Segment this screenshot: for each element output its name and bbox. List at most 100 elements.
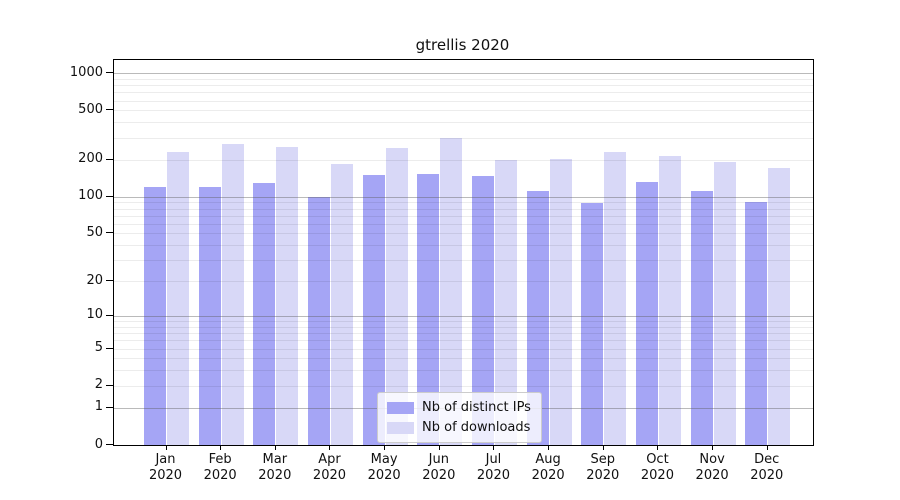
y-tick-label-50: 50	[86, 224, 103, 240]
gridline-minor-60	[114, 223, 813, 225]
y-tick-label-0: 0	[94, 436, 103, 452]
y-tick-0	[106, 444, 113, 445]
gridline-minor-90	[114, 202, 813, 204]
gridline-minor-80	[114, 208, 813, 210]
gridline-minor-600	[114, 100, 813, 102]
legend-label-distinct-ips: Nb of distinct IPs	[422, 400, 531, 415]
bar-distinct-ips-oct-2020	[635, 181, 658, 445]
y-tick-100	[106, 195, 113, 197]
y-tick-200	[106, 158, 113, 160]
y-tick-label-2: 2	[94, 377, 103, 393]
y-tick-5	[106, 347, 113, 349]
y-tick-label-1000: 1000	[69, 64, 103, 80]
legend: Nb of distinct IPs Nb of downloads	[377, 392, 542, 443]
gridline-minor-6	[114, 340, 813, 342]
x-tick-label-jan-2020: Jan 2020	[148, 452, 183, 483]
bar-distinct-ips-jun-2020	[417, 174, 440, 445]
x-tick-jan	[165, 445, 167, 450]
x-tick-dec	[766, 445, 768, 450]
bar-downloads-jul-2020	[494, 159, 517, 445]
gridline-minor-40	[114, 245, 813, 247]
gridline-major-10	[114, 315, 813, 317]
legend-label-downloads: Nb of downloads	[422, 420, 531, 435]
x-tick-label-apr-2020: Apr 2020	[312, 452, 347, 483]
y-tick-1	[106, 406, 113, 408]
gridline-minor-7	[114, 333, 813, 335]
legend-item-downloads: Nb of downloads	[387, 420, 531, 435]
x-tick-jun	[438, 445, 440, 450]
gridline-minor-400	[114, 122, 813, 124]
bar-distinct-ips-sep-2020	[581, 202, 604, 445]
y-tick-500	[106, 109, 113, 111]
x-tick-label-dec-2020: Dec 2020	[750, 452, 784, 483]
bar-downloads-apr-2020	[330, 163, 353, 445]
y-tick-20	[106, 280, 113, 282]
bar-distinct-ips-jul-2020	[471, 176, 494, 445]
x-tick-label-sep-2020: Sep 2020	[586, 452, 620, 483]
y-tick-label-100: 100	[78, 188, 103, 204]
x-tick-jul	[493, 445, 495, 450]
x-tick-label-nov-2020: Nov 2020	[695, 452, 729, 483]
bar-downloads-feb-2020	[221, 143, 244, 445]
y-tick-label-5: 5	[94, 340, 103, 356]
gridline-minor-3	[114, 370, 813, 372]
x-tick-label-oct-2020: Oct 2020	[640, 452, 674, 483]
bar-downloads-mar-2020	[276, 147, 299, 445]
bar-downloads-sep-2020	[604, 151, 627, 445]
bar-downloads-oct-2020	[658, 155, 681, 445]
gridline-minor-30	[114, 260, 813, 262]
y-tick-1000	[106, 72, 113, 74]
plot-area	[113, 59, 814, 446]
bar-downloads-nov-2020	[713, 161, 736, 445]
legend-swatch-distinct-ips	[387, 401, 414, 414]
x-tick-label-aug-2020: Aug 2020	[531, 452, 565, 483]
bar-distinct-ips-apr-2020	[307, 196, 330, 445]
gridline-minor-8	[114, 326, 813, 328]
bar-downloads-aug-2020	[549, 158, 572, 445]
gridline-minor-300	[114, 137, 813, 139]
x-tick-may	[384, 445, 386, 450]
bar-distinct-ips-mar-2020	[253, 182, 276, 445]
bar-distinct-ips-nov-2020	[690, 191, 713, 445]
bar-distinct-ips-aug-2020	[526, 191, 549, 445]
x-tick-label-jun-2020: Jun 2020	[422, 452, 456, 483]
gridline-minor-4	[114, 358, 813, 360]
bar-distinct-ips-jan-2020	[144, 186, 166, 445]
gridline-minor-900	[114, 78, 813, 80]
chart-title: gtrellis 2020	[415, 36, 510, 54]
legend-item-distinct-ips: Nb of distinct IPs	[387, 400, 531, 415]
x-tick-nov	[712, 445, 714, 450]
y-tick-label-10: 10	[86, 307, 103, 323]
y-tick-10	[106, 314, 113, 316]
bar-downloads-may-2020	[385, 148, 408, 445]
bar-distinct-ips-dec-2020	[745, 201, 768, 445]
gridline-minor-200	[114, 159, 813, 161]
gridline-minor-800	[114, 85, 813, 87]
bar-distinct-ips-may-2020	[362, 174, 385, 445]
gridline-minor-5	[114, 348, 813, 350]
x-tick-sep	[602, 445, 604, 450]
y-tick-label-200: 200	[78, 151, 103, 167]
gridline-minor-70	[114, 215, 813, 217]
x-tick-mar	[274, 445, 276, 450]
x-tick-apr	[329, 445, 331, 450]
x-tick-feb	[220, 445, 222, 450]
gridline-minor-20	[114, 281, 813, 283]
gridline-minor-2	[114, 385, 813, 387]
bar-distinct-ips-feb-2020	[198, 187, 221, 445]
y-tick-label-20: 20	[86, 272, 103, 288]
x-tick-aug	[548, 445, 550, 450]
y-tick-label-1: 1	[94, 399, 103, 415]
legend-swatch-downloads	[387, 421, 414, 434]
x-tick-label-may-2020: May 2020	[367, 452, 401, 483]
gridline-major-100	[114, 196, 813, 198]
x-tick-label-mar-2020: Mar 2020	[258, 452, 292, 483]
bar-downloads-jun-2020	[440, 138, 463, 445]
gridline-minor-9	[114, 321, 813, 323]
gridline-minor-700	[114, 92, 813, 94]
gridline-minor-500	[114, 110, 813, 112]
gridline-major-1000	[114, 73, 813, 75]
gridline-minor-50	[114, 233, 813, 235]
y-tick-2	[106, 384, 113, 386]
x-tick-oct	[657, 445, 659, 450]
